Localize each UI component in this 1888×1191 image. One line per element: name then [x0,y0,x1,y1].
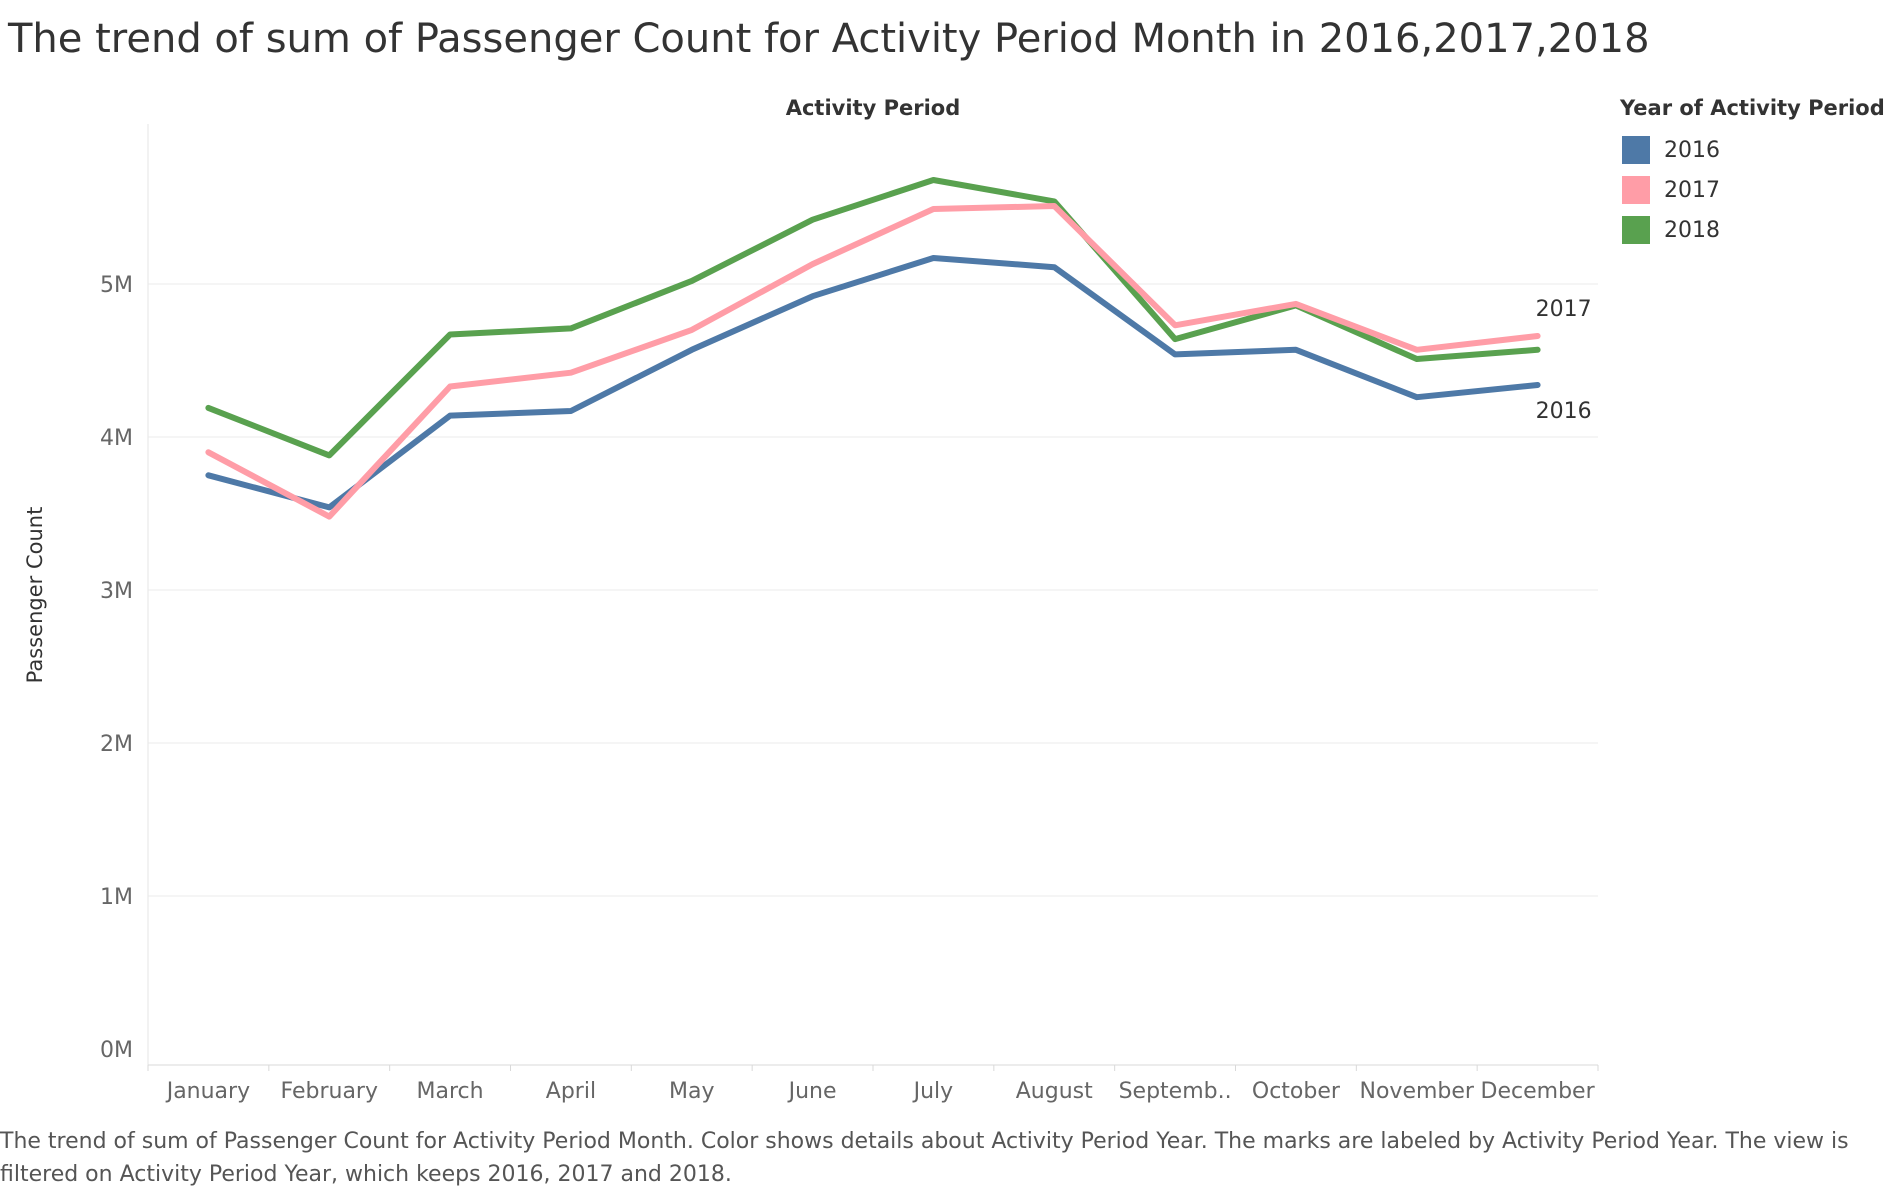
x-tick-label-march: March [417,1079,484,1104]
x-tick-label-december: December [1481,1079,1596,1104]
x-tick-label-january: January [165,1079,250,1104]
y-tick-label-3M: 3M [100,579,133,604]
legend-swatch-2018 [1622,216,1650,244]
y-tick-label-5M: 5M [100,273,133,298]
legend-item-2016[interactable]: 2016 [1620,130,1882,170]
y-tick-label-2M: 2M [100,732,133,757]
end-label-2016: 2016 [1536,399,1592,424]
legend-swatch-2017 [1622,176,1650,204]
y-tick-label-0M: 0M [100,1038,133,1063]
x-tick-label-july: July [912,1079,954,1104]
x-tick-label-septemb: Septemb.. [1119,1079,1232,1104]
chart-caption: The trend of sum of Passenger Count for … [0,1129,1849,1187]
x-tick-labels: January February March April May June July Augu… [165,1079,1596,1104]
legend: Year of Activity Period 2016 2017 2018 [1620,96,1885,250]
line-chart: Activity Period Passenger Count 0M 1M 2M 3M… [23,96,1599,1104]
legend-swatch-2016 [1622,136,1650,164]
series-lines [205,177,1541,520]
axes [147,124,1599,1071]
legend-item-2018[interactable]: 2018 [1620,210,1882,250]
chart-title: The trend of sum of Passenger Count for … [8,16,1650,62]
x-tick-label-april: April [546,1079,596,1104]
x-tick-label-june: June [787,1079,837,1104]
y-tick-label-1M: 1M [100,885,133,910]
end-labels: 2016 2017 [1536,297,1592,424]
legend-item-2017[interactable]: 2017 [1620,170,1882,210]
legend-title: Year of Activity Period [1620,96,1885,120]
y-tick-labels: 0M 1M 2M 3M 4M 5M [100,273,133,1063]
legend-label-2016: 2016 [1664,137,1720,163]
y-axis-title: Passenger Count [23,507,47,684]
gridlines [148,283,1598,897]
x-tick-label-may: May [669,1079,714,1104]
legend-label-2018: 2018 [1664,217,1720,243]
end-label-2017: 2017 [1536,297,1592,322]
series-line-2017 [205,203,1541,520]
legend-label-2017: 2017 [1664,177,1720,203]
x-tick-label-november: November [1360,1079,1475,1104]
x-tick-label-february: February [281,1079,379,1104]
series-line-2016 [205,255,1541,511]
x-tick-label-october: October [1252,1079,1341,1104]
x-tick-label-august: August [1016,1079,1093,1104]
column-header: Activity Period [786,96,961,120]
y-tick-label-4M: 4M [100,426,133,451]
